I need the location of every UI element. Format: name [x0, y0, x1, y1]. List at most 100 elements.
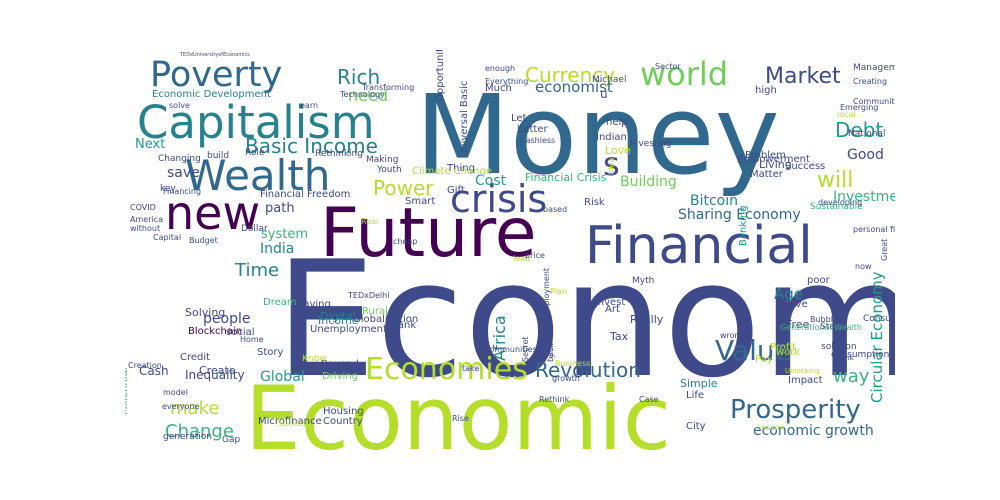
cloud-word: Millennial	[125, 367, 130, 415]
cloud-word: Community	[853, 97, 895, 106]
cloud-word: Changing	[158, 154, 201, 164]
cloud-word: wrong	[720, 331, 745, 340]
cloud-word: will	[817, 168, 854, 193]
cloud-word: Capital	[153, 233, 182, 242]
cloud-word: key	[160, 184, 176, 194]
cloud-word: Debt	[835, 118, 884, 142]
cloud-word: Africa	[490, 315, 509, 361]
cloud-word: Inequality	[185, 368, 245, 382]
cloud-word: Empowerment	[737, 154, 810, 165]
cloud-word: personal finance	[853, 225, 895, 234]
cloud-word: way	[833, 366, 870, 387]
cloud-word: live	[790, 299, 808, 310]
cloud-word: Tax	[610, 330, 629, 343]
cloud-word: think	[836, 354, 854, 362]
cloud-word: Matter	[750, 169, 783, 180]
cloud-word: Financial Crisis	[525, 171, 607, 184]
cloud-word: TEDxUniversityofEconomics	[180, 52, 250, 58]
cloud-word: Create	[199, 364, 236, 377]
cloud-word: economist	[535, 78, 613, 96]
cloud-word: Problem	[745, 150, 786, 161]
cloud-word: Consumerism	[863, 314, 895, 324]
cloud-word: enough	[485, 64, 516, 73]
cloud-word: Budget	[189, 236, 218, 245]
cloud-word: based	[543, 205, 568, 214]
cloud-word: Creation	[128, 361, 162, 370]
cloud-word: Economic Development	[152, 89, 271, 100]
cloud-word: solve	[169, 101, 190, 110]
cloud-word: Gift	[447, 185, 465, 196]
word-cloud: Economy Money Economic Future Financial Capit…	[125, 50, 895, 450]
cloud-word: Investment	[833, 189, 895, 205]
cloud-word: Age	[774, 285, 804, 303]
cloud-word: Sector	[655, 62, 681, 71]
cloud-word: Rethink	[539, 395, 570, 404]
cloud-word: work	[776, 347, 801, 358]
cloud-word: Unemployment	[310, 324, 387, 335]
cloud-word: Power	[373, 176, 434, 200]
cloud-word: Much	[485, 83, 512, 94]
cloud-word: crisis	[450, 177, 548, 221]
cloud-word: Market	[765, 64, 841, 89]
cloud-word: Living	[759, 158, 792, 171]
cloud-word: COVID	[130, 203, 156, 212]
cloud-word: local	[837, 110, 856, 119]
cloud-word: Global	[260, 369, 305, 385]
cloud-word: take	[462, 364, 480, 373]
cloud-word: earn	[300, 101, 319, 110]
cloud-word: Thing	[447, 163, 475, 174]
cloud-word: developing	[818, 198, 863, 207]
cloud-word: Universal Basic	[459, 80, 470, 157]
cloud-word: Banking	[738, 205, 749, 246]
cloud-word: Michael	[592, 75, 627, 85]
cloud-word: Economic	[245, 367, 671, 451]
cloud-word: Art	[605, 304, 620, 315]
cloud-word: Value	[715, 334, 792, 367]
cloud-word: India	[260, 241, 295, 257]
cloud-word: Prosperity	[730, 395, 861, 425]
cloud-word: s	[603, 145, 620, 183]
cloud-word: growth	[552, 374, 580, 383]
cloud-word: Idea	[607, 157, 616, 175]
cloud-word: Success	[785, 161, 826, 172]
cloud-word: Basic Income	[245, 134, 378, 158]
cloud-word: Generational Wealth	[780, 323, 862, 332]
cloud-word: path	[265, 201, 295, 216]
cloud-word: Future	[320, 194, 537, 273]
cloud-word: Business	[555, 359, 591, 368]
cloud-word: grow	[548, 343, 555, 358]
cloud-word: Solving	[185, 306, 226, 319]
cloud-word: City	[686, 421, 706, 432]
cloud-word: Case	[639, 395, 659, 404]
cloud-word: new	[165, 186, 261, 240]
cloud-word: Everything	[485, 77, 529, 86]
cloud-word: Sharing Economy	[678, 207, 801, 223]
cloud-word: world	[640, 55, 729, 93]
cloud-word: Making	[366, 155, 399, 165]
cloud-word: Rural	[362, 306, 388, 317]
cloud-word: Saving	[297, 299, 331, 310]
cloud-word: Management	[853, 63, 895, 73]
cloud-word: social	[226, 327, 255, 338]
cloud-word: model	[163, 388, 188, 397]
cloud-word: Great	[880, 238, 889, 261]
cloud-word: Investing	[630, 139, 672, 149]
cloud-word: Driving	[322, 371, 358, 382]
cloud-word: Change	[165, 421, 234, 442]
cloud-word: solution	[821, 342, 857, 352]
cloud-word: Digital	[320, 310, 356, 323]
cloud-word: Society	[278, 419, 308, 428]
cloud-word: Good	[847, 147, 884, 163]
cloud-word: everyone	[162, 402, 200, 411]
cloud-word: National	[848, 129, 886, 139]
cloud-word: Simple	[680, 377, 718, 390]
cloud-word: Steps	[820, 322, 846, 332]
cloud-word: Story	[257, 347, 284, 358]
cloud-word: u	[600, 87, 608, 101]
cloud-word: Building	[620, 174, 677, 190]
cloud-word: build	[207, 151, 230, 161]
cloud-word: Transforming	[362, 83, 415, 92]
cloud-word: Myth	[632, 276, 655, 286]
cloud-word: Rich	[337, 65, 381, 89]
cloud-word: save	[167, 165, 200, 181]
